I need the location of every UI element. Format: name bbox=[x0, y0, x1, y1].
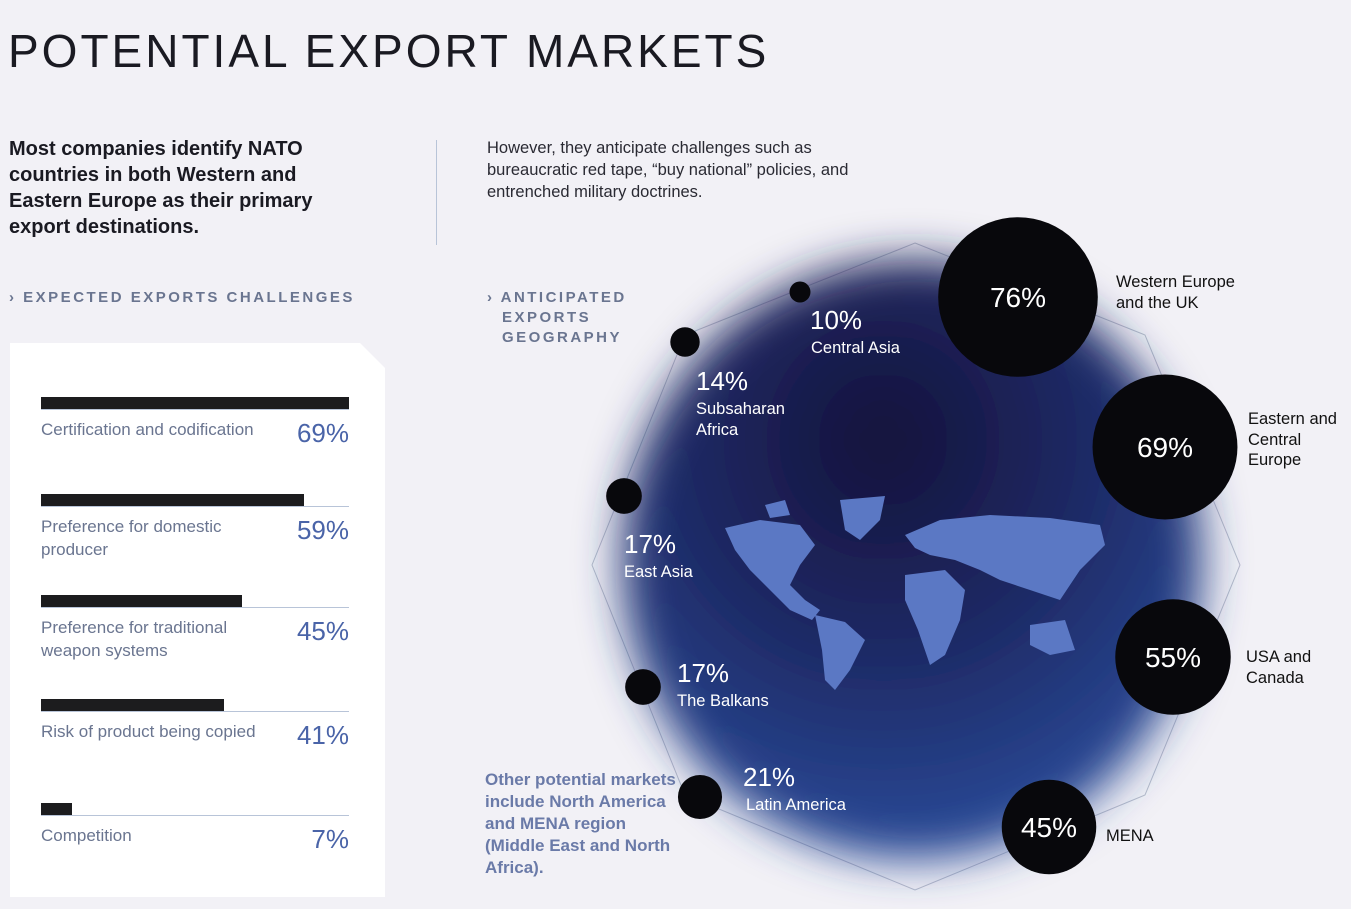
bar-label: Preference for traditional weapon system… bbox=[41, 618, 228, 660]
bubble bbox=[1115, 599, 1231, 715]
category-label: Subsaharan Africa bbox=[696, 400, 785, 439]
value-label: 17% bbox=[677, 658, 730, 688]
bar-label: Risk of product being copied bbox=[41, 722, 256, 741]
section-heading: › ANTICIPATED EXPORTS GEOGRAPHY bbox=[487, 289, 627, 346]
bar-track bbox=[41, 607, 349, 608]
bar bbox=[41, 803, 73, 815]
value-label: 17% bbox=[624, 529, 677, 559]
value-label: 55% bbox=[1145, 642, 1201, 673]
bubble bbox=[1092, 374, 1238, 520]
value-label: 45% bbox=[296, 616, 349, 646]
bubble bbox=[625, 669, 661, 705]
bar-track bbox=[41, 409, 349, 410]
value-label: 7% bbox=[311, 824, 349, 854]
category-label: MENA bbox=[1106, 827, 1154, 845]
value-label: 10% bbox=[810, 305, 863, 335]
bar-track bbox=[41, 711, 349, 712]
bar bbox=[41, 494, 305, 506]
page-title: POTENTIAL EXPORT MARKETS bbox=[8, 25, 770, 77]
divider bbox=[436, 140, 437, 245]
bubble bbox=[1001, 779, 1097, 875]
bubble bbox=[670, 327, 700, 357]
background-blob bbox=[622, 260, 1202, 860]
value-label: 69% bbox=[1137, 432, 1193, 463]
bar bbox=[41, 595, 242, 607]
section-title: ANTICIPATED EXPORTS GEOGRAPHY bbox=[500, 289, 627, 346]
value-label: 76% bbox=[990, 282, 1046, 313]
bar bbox=[41, 397, 349, 409]
intro-text: Most companies identify NATO countries i… bbox=[9, 138, 313, 238]
section-title: EXPECTED EXPORTS CHALLENGES bbox=[23, 289, 355, 306]
note-text: However, they anticipate challenges such… bbox=[487, 139, 849, 201]
bar-label: Certification and codification bbox=[41, 420, 254, 439]
bar-track bbox=[41, 815, 349, 816]
category-label: Latin America bbox=[746, 796, 846, 814]
category-label: Eastern and Central Europe bbox=[1248, 410, 1337, 469]
value-label: 45% bbox=[1021, 812, 1077, 843]
category-label: USA and Canada bbox=[1246, 648, 1312, 687]
value-label: 14% bbox=[696, 366, 749, 396]
value-label: 59% bbox=[296, 515, 349, 545]
bubble bbox=[677, 774, 723, 820]
category-label: East Asia bbox=[624, 563, 693, 581]
bar bbox=[41, 699, 224, 711]
footnote: Other potential markets include North Am… bbox=[485, 770, 676, 877]
value-label: 69% bbox=[296, 418, 349, 448]
bar-track bbox=[41, 506, 349, 507]
category-label: Central Asia bbox=[811, 339, 900, 357]
bar-label: Preference for domestic producer bbox=[41, 517, 222, 559]
value-label: 21% bbox=[743, 762, 796, 792]
category-label: Western Europe and the UK bbox=[1116, 273, 1235, 312]
bubble bbox=[938, 217, 1098, 377]
bubble bbox=[789, 281, 811, 303]
bar-label: Competition bbox=[41, 826, 132, 845]
category-label: The Balkans bbox=[677, 692, 769, 710]
world-map bbox=[725, 496, 1105, 690]
value-label: 41% bbox=[296, 720, 349, 750]
section-heading: › EXPECTED EXPORTS CHALLENGES bbox=[9, 289, 355, 306]
bubble bbox=[606, 478, 642, 514]
challenges-card bbox=[10, 343, 385, 897]
